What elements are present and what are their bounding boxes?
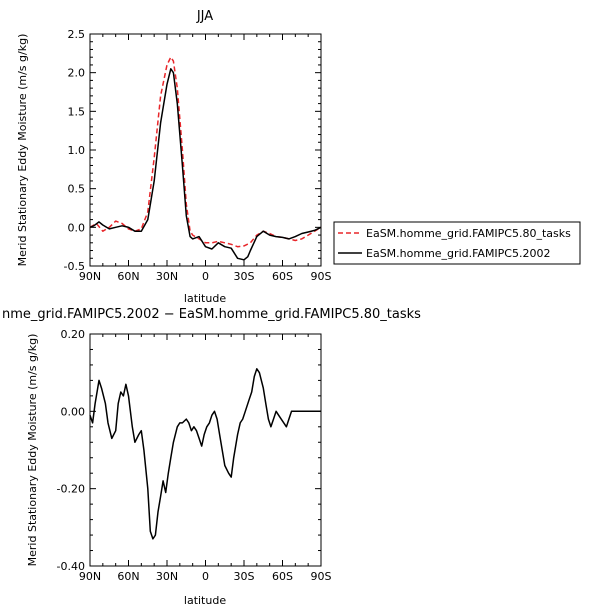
y-tick-label: 0.0	[68, 221, 86, 234]
legend-box	[333, 221, 581, 265]
panel-bottom-title: nme_grid.FAMIPC5.2002 − EaSM.homme_grid.…	[2, 307, 421, 322]
x-tick-label: 0	[202, 270, 209, 283]
x-tick-label: 90S	[311, 570, 332, 583]
panel-bottom-ticks: 90N 60N 30N 0 30S 60S 90S -0.40 -0.20 0.00 0.20	[57, 328, 332, 583]
x-tick-label: 30N	[156, 270, 178, 283]
panel-bottom-ylabel: Merid Stationary Eddy Moisture (m/s g/kg…	[26, 334, 39, 567]
x-tick-label: 0	[202, 570, 209, 583]
y-tick-label: -0.5	[64, 260, 85, 273]
y-tick-label: 2.0	[68, 67, 86, 80]
y-tick-label: -0.40	[57, 560, 85, 573]
series-line-2	[89, 68, 322, 261]
y-tick-label: 1.5	[68, 105, 86, 118]
x-tick-label: 90S	[311, 270, 332, 283]
y-tick-label: 0.20	[61, 328, 86, 341]
x-tick-label: 30S	[234, 570, 255, 583]
panel-top-series	[89, 56, 322, 261]
series-line-1	[89, 56, 322, 248]
panel-top-ticks: 90N 60N 30N 0 30S 60S 90S -0.5 0.0 0.5 1.0 1.5 2.0 2.…	[64, 28, 332, 283]
y-tick-label: 1.0	[68, 144, 86, 157]
panel-top-frame	[89, 33, 322, 267]
x-tick-label: 60S	[272, 270, 293, 283]
panel-top-xlabel: latitude	[184, 292, 226, 305]
y-tick-label: 0.00	[61, 405, 86, 418]
panel-top-ylabel: Merid Stationary Eddy Moisture (m/s g/kg…	[16, 34, 29, 267]
x-tick-label: 30S	[234, 270, 255, 283]
y-tick-label: 2.5	[68, 28, 86, 41]
panel-bottom: nme_grid.FAMIPC5.2002 − EaSM.homme_grid.…	[2, 307, 421, 607]
panel-bottom-frame	[89, 333, 322, 567]
x-tick-label: 60N	[117, 270, 139, 283]
x-tick-label: 90N	[79, 270, 101, 283]
x-tick-label: 30N	[156, 570, 178, 583]
legend-label-2002: EaSM.homme_grid.FAMIPC5.2002	[366, 247, 550, 260]
panel-top: JJA 90N 60N 30N 0 30S 60S 90S -0.5 0.0 0.5 1.0 1.5 2…	[16, 9, 581, 305]
series-line-1	[89, 368, 321, 540]
x-tick-label: 60N	[117, 570, 139, 583]
panel-bottom-xlabel: latitude	[184, 594, 226, 607]
panel-top-title: JJA	[196, 9, 213, 24]
x-tick-label: 90N	[79, 570, 101, 583]
y-tick-label: -0.20	[57, 483, 85, 496]
x-tick-label: 60S	[272, 570, 293, 583]
legend-label-80-tasks: EaSM.homme_grid.FAMIPC5.80_tasks	[366, 227, 571, 240]
panel-bottom-series	[89, 368, 321, 540]
legend: EaSM.homme_grid.FAMIPC5.80_tasks EaSM.ho…	[333, 221, 581, 265]
y-tick-label: 0.5	[68, 183, 86, 196]
